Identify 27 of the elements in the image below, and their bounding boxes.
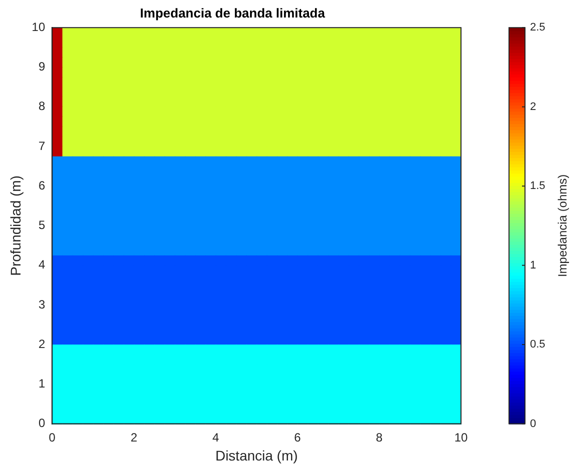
color-bar-label: 0 <box>530 418 536 430</box>
y-tick-label: 5 <box>38 218 46 232</box>
color-bar-title: Impedancia (ohms) <box>555 174 570 278</box>
chart-title: Impedancia de banda limitada <box>140 5 326 20</box>
x-axis-title: Distancia (m) <box>215 447 298 464</box>
y-axis-title: Profundidad (m) <box>7 176 24 276</box>
y-tick-label: 10 <box>32 20 46 34</box>
color-bar-label: 1.5 <box>530 180 546 192</box>
y-tick-label: 2 <box>38 336 46 351</box>
x-tick-label: 8 <box>376 430 383 444</box>
color-bar-label: 2 <box>530 100 536 113</box>
x-tick-label: 10 <box>454 430 468 444</box>
color-bar-label: 2.5 <box>530 22 546 34</box>
y-tick-label: 7 <box>38 138 46 153</box>
color-bar-label: 0.5 <box>530 338 546 351</box>
y-tick-label: 3 <box>38 297 46 312</box>
y-tick-label: 6 <box>38 178 46 192</box>
y-tick-label: 4 <box>38 258 46 272</box>
y-tick-label: 8 <box>38 99 46 114</box>
x-tick-label: 6 <box>294 430 302 444</box>
color-bar-label: 1 <box>530 259 536 272</box>
x-tick-label: 2 <box>130 430 138 444</box>
y-tick-label: 9 <box>38 60 46 74</box>
x-tick-label: 4 <box>212 430 220 444</box>
y-tick-label: 1 <box>38 376 46 390</box>
y-tick-label: 0 <box>38 416 46 430</box>
x-tick-label: 0 <box>48 430 56 444</box>
